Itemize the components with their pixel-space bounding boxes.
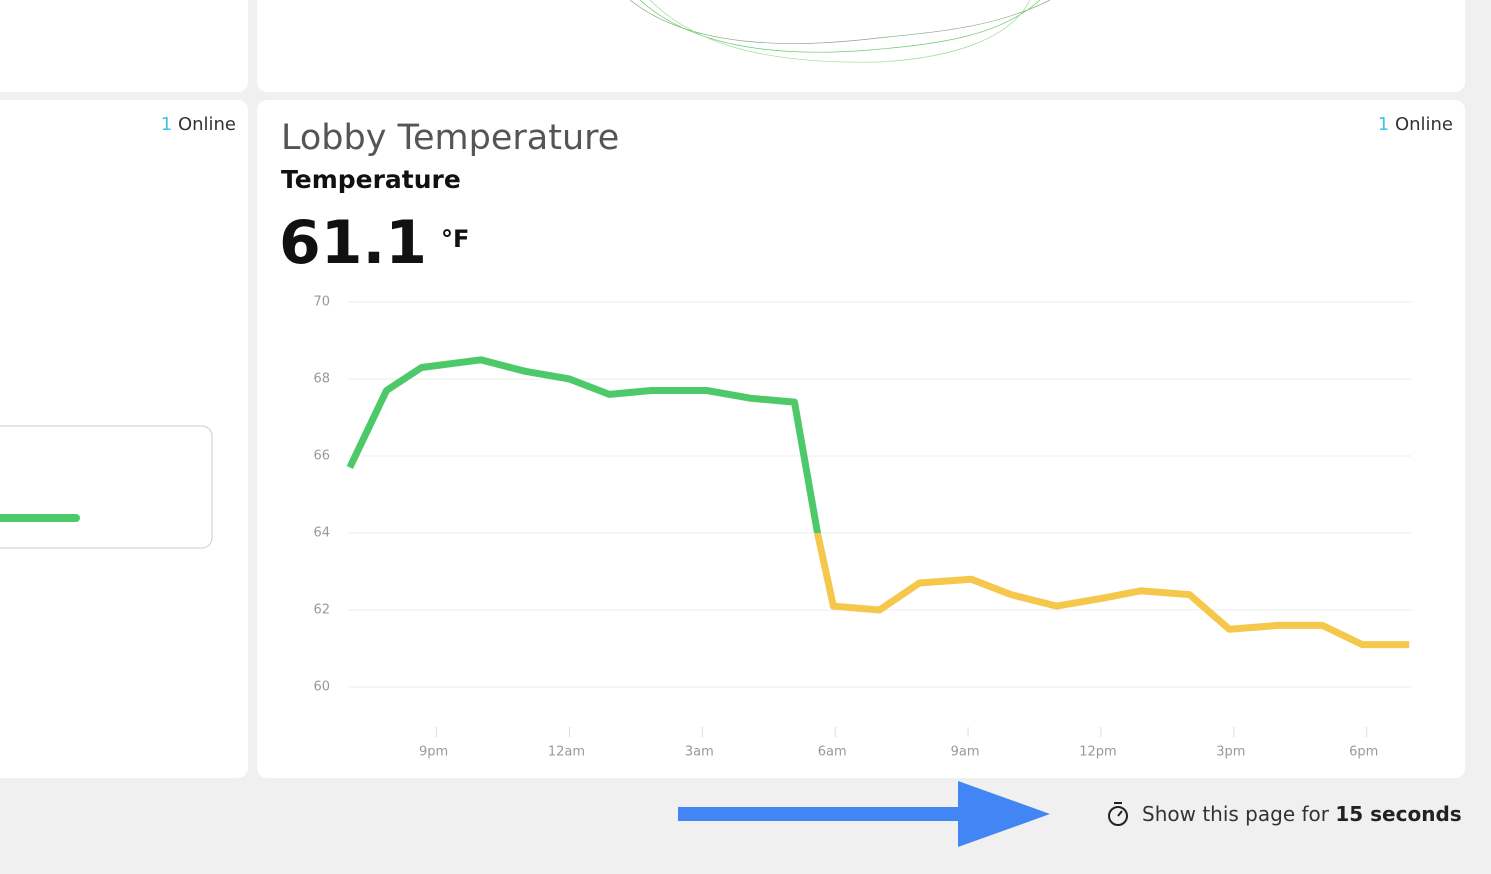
card-main [257,100,1465,778]
online-label: Online [1395,114,1453,135]
temperature-line [346,356,1410,649]
x-tick-label: 3am [685,745,714,760]
arrow-head [958,781,1050,847]
unit: °F [441,225,469,253]
wave-decoration [629,0,1051,63]
online-label: Online [178,114,236,135]
online-status: 1 Online [1378,114,1453,135]
card-top-left [0,0,248,92]
inner-box [0,425,213,549]
card-subtitle: Temperature [281,165,461,194]
x-tick-label: 6am [818,745,847,760]
card-top-right [257,0,1465,92]
x-tick-label: 9am [951,745,980,760]
x-tick-label: 9pm [419,745,448,760]
plot: 60 62 64 66 68 70 9pm 12am 3am 6am 9am 12pm 3pm 6pm [313,295,1411,760]
x-tick-label: 12pm [1079,745,1116,760]
online-count: 1 [1378,114,1389,135]
y-tick-label: 68 [313,372,330,387]
y-tick-label: 64 [313,526,330,541]
y-tick-label: 60 [313,680,330,695]
x-tick-label: 12am [548,745,585,760]
online-status: 1 Online [161,114,236,135]
footer-text: Show this page for 15 seconds [1142,802,1462,826]
x-tick-label: 6pm [1349,745,1378,760]
card-left [0,100,248,778]
y-tick-label: 70 [313,295,330,310]
stopwatch-icon [1108,802,1128,826]
footer-label: Show this page for [1142,802,1330,826]
value: 61.1 [279,208,427,278]
current-value: 61.1 °F [279,208,469,278]
card-title: Lobby Temperature [281,118,619,158]
y-tick-label: 62 [313,603,330,618]
x-tick-label: 3pm [1216,745,1245,760]
y-tick-label: 66 [313,449,330,464]
footer-duration: 15 seconds [1335,802,1461,826]
online-count: 1 [161,114,172,135]
